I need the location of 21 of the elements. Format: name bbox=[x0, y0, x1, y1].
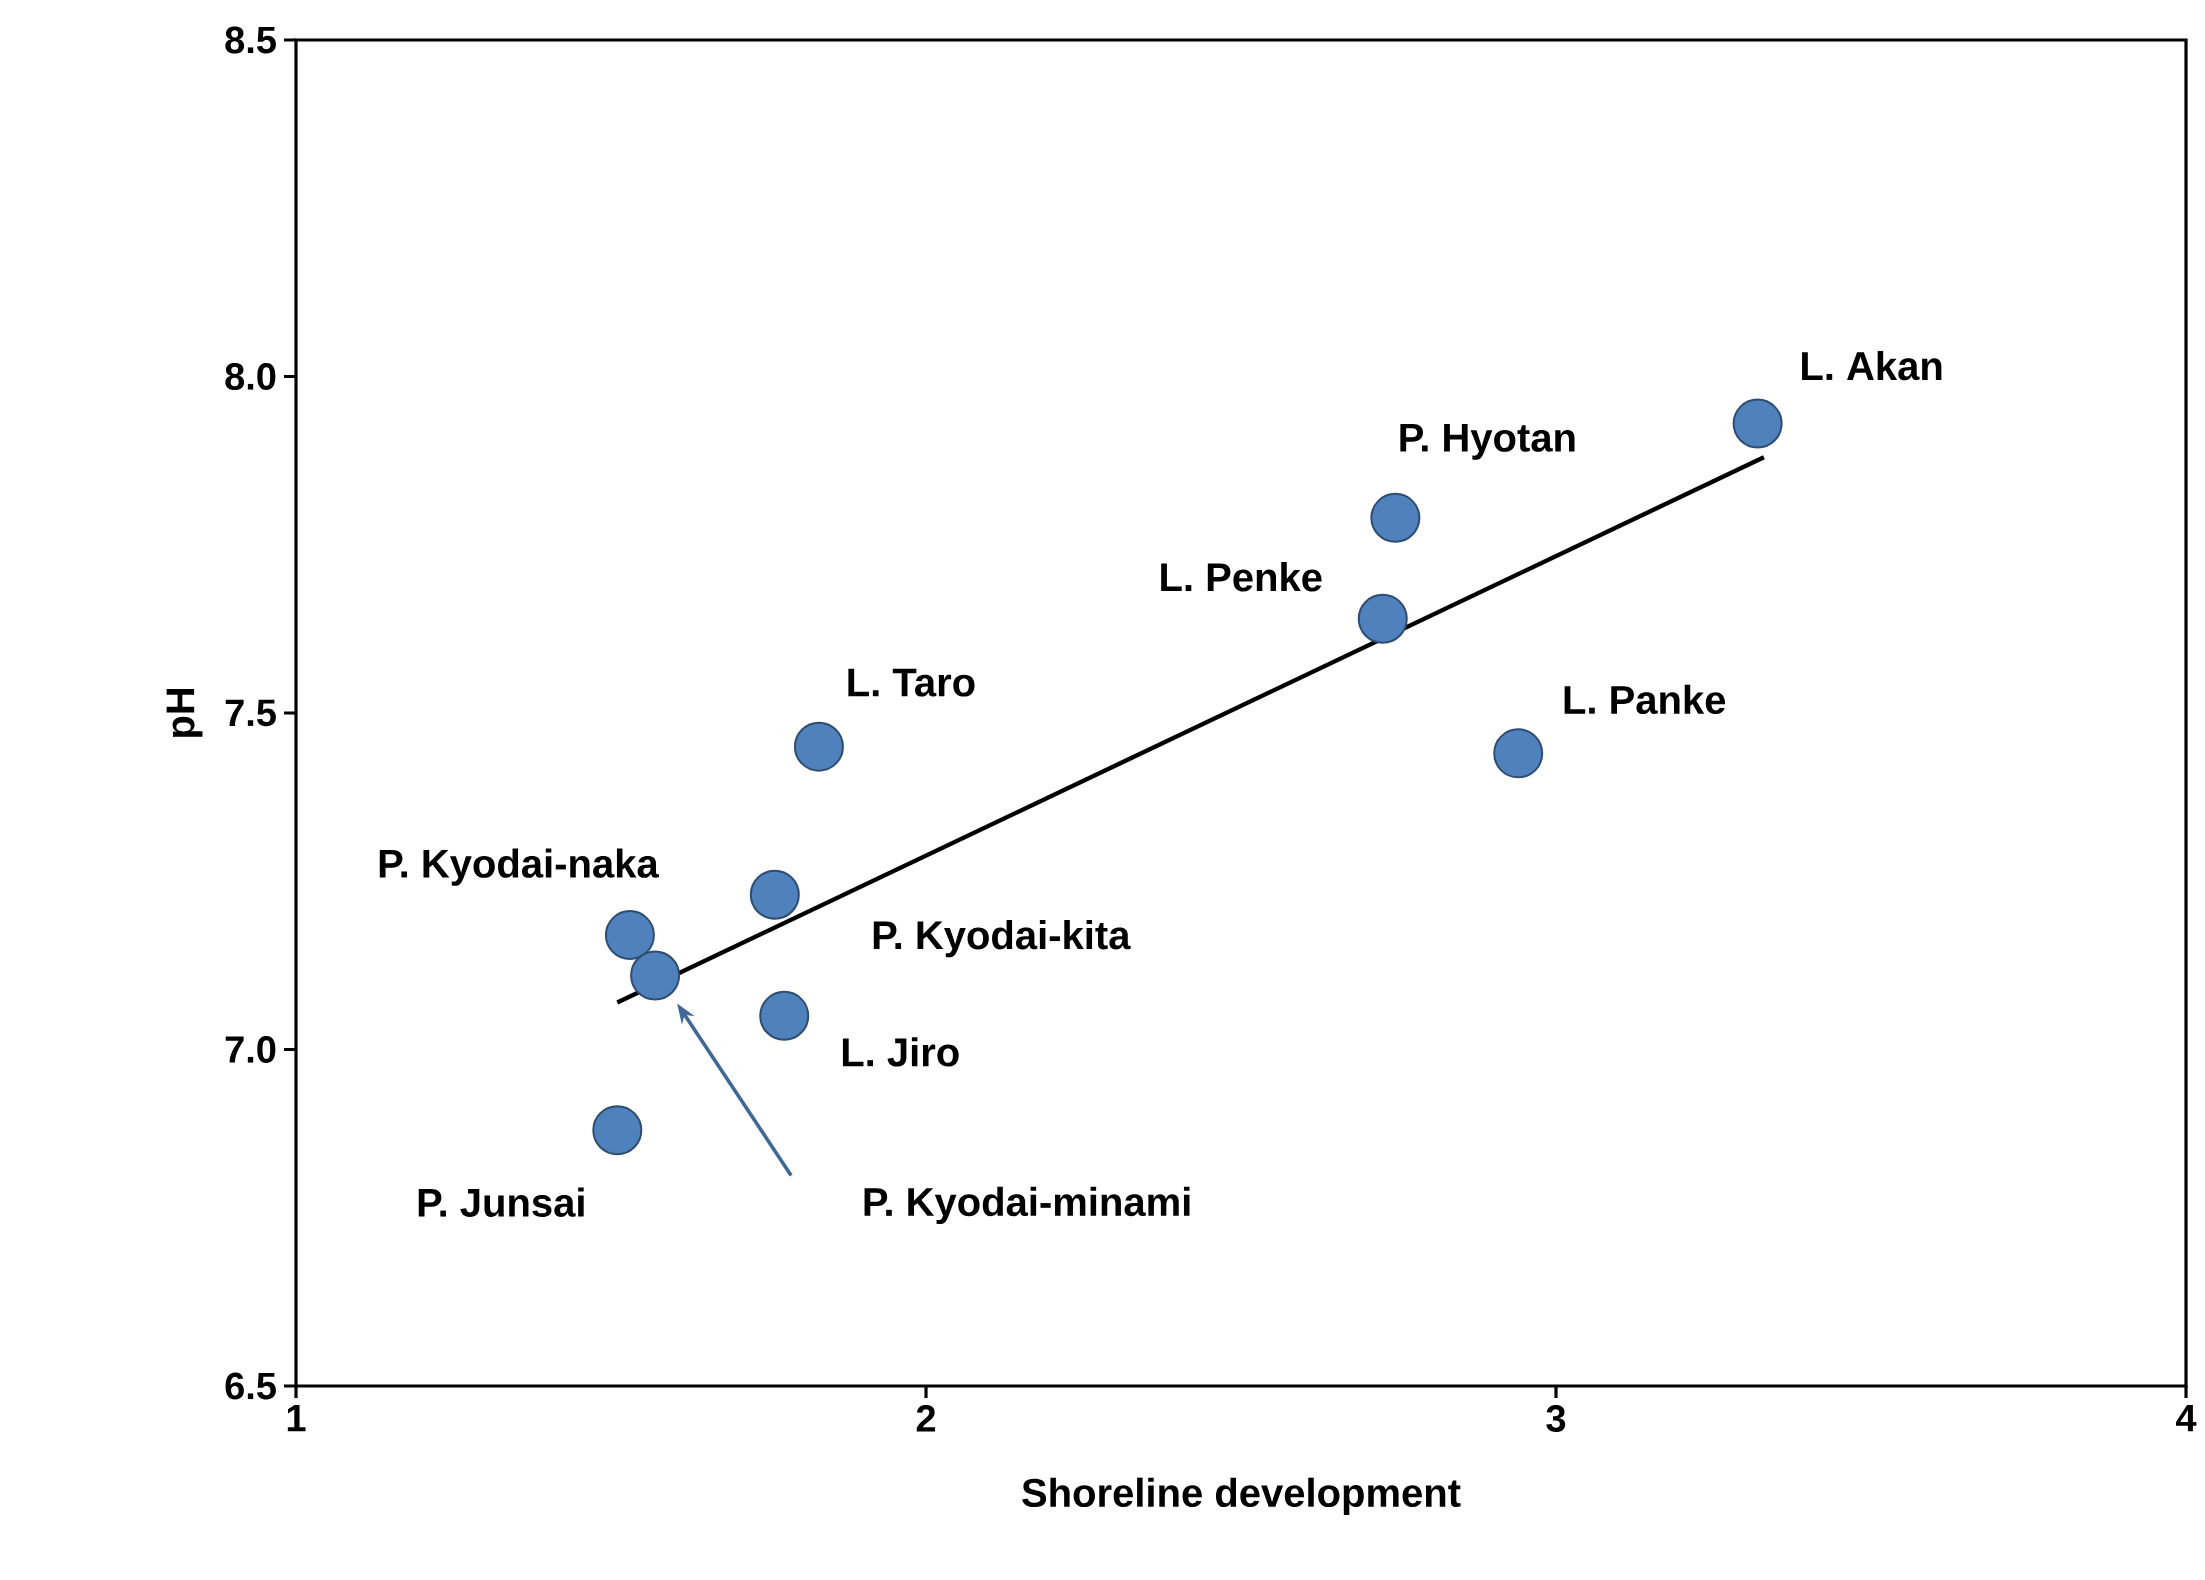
x-tick-label: 3 bbox=[1546, 1405, 1566, 1433]
annotation: P. Junsai bbox=[418, 1187, 584, 1217]
y-tick-label: 8.5 bbox=[225, 26, 276, 54]
annotation: L. Jiro bbox=[842, 1037, 959, 1067]
y-tick-label: 6.5 bbox=[225, 1372, 276, 1400]
x-tick-label: 4 bbox=[2176, 1405, 2197, 1432]
x-tick-label: 2 bbox=[916, 1405, 936, 1432]
annotation: P. Kyodai-kita bbox=[873, 920, 1131, 958]
y-axis-title: pH bbox=[166, 689, 203, 738]
annotation: L. Penke bbox=[1161, 562, 1322, 592]
y-tick-label: 7.5 bbox=[225, 699, 276, 727]
annotation: P. Kyodai-minami bbox=[864, 1186, 1190, 1225]
y-tick-label: 7.0 bbox=[225, 1036, 276, 1063]
annotation: L. Taro bbox=[848, 668, 975, 697]
annotation: P. Kyodai-naka bbox=[379, 848, 659, 886]
annotation: L. Akan bbox=[1802, 350, 1942, 381]
y-tick-label: 8.0 bbox=[225, 363, 276, 390]
annotation: P. Hyotan bbox=[1400, 423, 1575, 460]
annotation: L. Panke bbox=[1564, 684, 1726, 715]
x-tick-label: 1 bbox=[287, 1405, 306, 1432]
x-axis-title: Shoreline development bbox=[1022, 1477, 1461, 1515]
